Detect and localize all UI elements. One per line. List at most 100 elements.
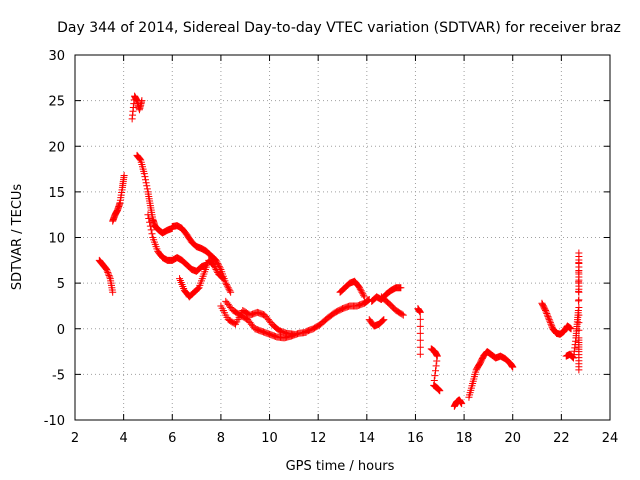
- y-tick-label: 15: [48, 186, 65, 201]
- x-tick-label: 14: [359, 431, 376, 446]
- series-early-arc-b: [109, 171, 128, 225]
- series-rise-11-13: [302, 296, 373, 335]
- data-point: [142, 179, 150, 187]
- data-point: [120, 171, 128, 179]
- x-tick-label: 22: [553, 431, 570, 446]
- data-point: [575, 366, 583, 374]
- data-point: [219, 274, 227, 282]
- y-tick-label: -5: [52, 368, 65, 383]
- data-point: [379, 316, 387, 324]
- data-point: [213, 267, 221, 275]
- data-point: [146, 222, 154, 230]
- data-point: [103, 267, 111, 275]
- data-point: [542, 307, 550, 314]
- data-point: [222, 279, 230, 287]
- data-point: [359, 290, 367, 298]
- data-point: [101, 264, 109, 272]
- series-segment-17-18: [450, 396, 466, 410]
- data-point: [109, 288, 117, 296]
- x-tick-label: 2: [71, 431, 79, 446]
- data-point: [213, 258, 221, 266]
- series-rise-18-20: [465, 348, 517, 401]
- data-point: [225, 285, 233, 293]
- data-point: [398, 310, 406, 318]
- y-tick-label: -10: [44, 414, 65, 429]
- data-point: [542, 308, 550, 316]
- series-segment-15-drop: [377, 293, 407, 319]
- data-point: [399, 311, 407, 319]
- series-cluster-7-8: [176, 256, 227, 301]
- data-point: [575, 326, 583, 334]
- series-peak-rise: [128, 92, 146, 123]
- series-upper-track: [168, 222, 235, 296]
- data-point: [105, 272, 113, 280]
- data-point: [431, 372, 439, 380]
- data-point: [546, 317, 554, 325]
- y-tick-label: 30: [48, 49, 65, 64]
- data-point: [546, 319, 554, 327]
- data-point: [380, 316, 388, 324]
- y-tick-label: 0: [57, 323, 65, 338]
- x-tick-label: 16: [407, 431, 424, 446]
- data-point: [575, 303, 583, 311]
- data-point: [147, 226, 155, 234]
- data-point: [545, 314, 553, 322]
- data-point: [436, 387, 444, 395]
- series-early-arc-a: [95, 256, 117, 296]
- data-point: [103, 265, 111, 273]
- data-point: [416, 336, 424, 344]
- data-point: [145, 214, 153, 222]
- data-point: [575, 319, 583, 327]
- x-tick-label: 18: [456, 431, 473, 446]
- series-spike-22.7: [562, 249, 583, 374]
- data-point: [218, 273, 226, 281]
- data-point: [224, 284, 232, 292]
- y-axis: 30 25 20 15 10 5 0 -5 -10: [44, 49, 610, 429]
- data-point: [547, 320, 555, 328]
- data-point: [194, 284, 202, 292]
- data-point: [212, 265, 220, 273]
- data-point: [356, 284, 364, 292]
- data-point: [140, 170, 148, 178]
- x-tick-label: 4: [119, 431, 127, 446]
- data-point: [397, 284, 405, 292]
- data-points: [95, 92, 583, 410]
- y-tick-label: 20: [48, 140, 65, 155]
- data-point: [360, 293, 368, 301]
- data-point: [212, 256, 220, 264]
- data-point: [543, 310, 551, 318]
- data-point: [141, 173, 149, 181]
- series-isolated-16: [414, 305, 424, 358]
- data-point: [146, 218, 154, 226]
- data-point: [226, 287, 234, 295]
- series-segment-21-22: [538, 299, 575, 338]
- data-point: [575, 296, 583, 304]
- data-point: [211, 264, 219, 272]
- data-point: [193, 285, 201, 293]
- series-segment-14-15-low: [365, 316, 388, 330]
- data-point: [144, 211, 152, 219]
- chart-title: Day 344 of 2014, Sidereal Day-to-day VTE…: [57, 20, 621, 36]
- x-tick-label: 24: [602, 431, 619, 446]
- data-point: [378, 317, 386, 325]
- x-tick-label: 6: [168, 431, 176, 446]
- data-point: [416, 343, 424, 351]
- data-point: [545, 316, 553, 324]
- data-point: [575, 311, 583, 319]
- data-point: [544, 313, 552, 321]
- data-point: [416, 350, 424, 358]
- data-point: [138, 97, 146, 105]
- data-point: [543, 311, 551, 319]
- data-point: [432, 367, 440, 375]
- series-descent-8-11-b: [217, 302, 298, 338]
- data-point: [416, 322, 424, 330]
- data-point: [135, 154, 143, 162]
- x-axis-label: GPS time / hours: [286, 459, 395, 474]
- data-point: [433, 352, 441, 360]
- x-tick-label: 10: [261, 431, 278, 446]
- x-tick-label: 12: [310, 431, 327, 446]
- x-tick-label: 20: [504, 431, 521, 446]
- data-point: [148, 230, 156, 238]
- data-point: [509, 363, 517, 371]
